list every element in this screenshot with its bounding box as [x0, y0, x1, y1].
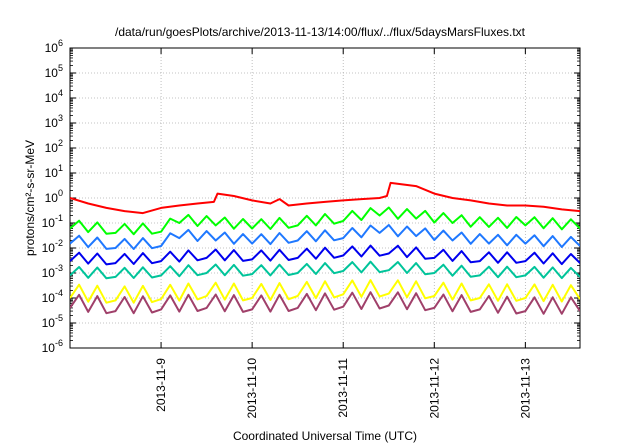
y-tick-label: 106 [45, 38, 63, 55]
x-axis-label: Coordinated Universal Time (UTC) [233, 429, 417, 443]
series-line-4 [70, 244, 580, 266]
grid-lines [70, 48, 580, 348]
y-tick-label: 10-6 [42, 338, 63, 355]
y-tick-label: 100 [45, 188, 63, 205]
series-line-7 [70, 291, 580, 315]
x-tick-label: 2013-11-13 [518, 358, 532, 419]
series-layer [70, 181, 580, 315]
y-tick-label: 103 [45, 113, 63, 130]
series-line-2 [70, 206, 580, 236]
y-tick-label: 10-4 [42, 288, 63, 305]
series-line-5 [70, 260, 580, 280]
y-tick-label: 10-5 [42, 313, 63, 330]
y-axis-label: protons/cm²-s-sr-MeV [23, 140, 37, 256]
y-tick-label: 10-2 [42, 238, 63, 255]
y-tick-label: 105 [45, 63, 63, 80]
x-tick-label: 2013-11-11 [336, 358, 350, 418]
series-line-1 [70, 181, 580, 215]
y-tick-label: 10-1 [42, 213, 63, 230]
y-tick-label: 10-3 [42, 263, 63, 280]
y-axis: 10-6 10-5 10-4 10-3 10-2 10-1 100 101 102 103 104 1… [42, 38, 580, 355]
series-line-6 [70, 279, 580, 304]
chart-title: /data/run/goesPlots/archive/2013-11-13/1… [115, 25, 526, 39]
series-line-3 [70, 224, 580, 250]
x-axis: 2013-11-9 2013-11-10 2013-11-11 2013-11-12 2… [154, 48, 532, 419]
y-tick-label: 104 [45, 88, 63, 105]
x-tick-label: 2013-11-9 [154, 358, 168, 412]
y-tick-label: 102 [45, 138, 63, 155]
x-tick-label: 2013-11-12 [427, 358, 441, 419]
y-tick-label: 101 [45, 163, 63, 180]
x-tick-label: 2013-11-10 [245, 358, 259, 419]
